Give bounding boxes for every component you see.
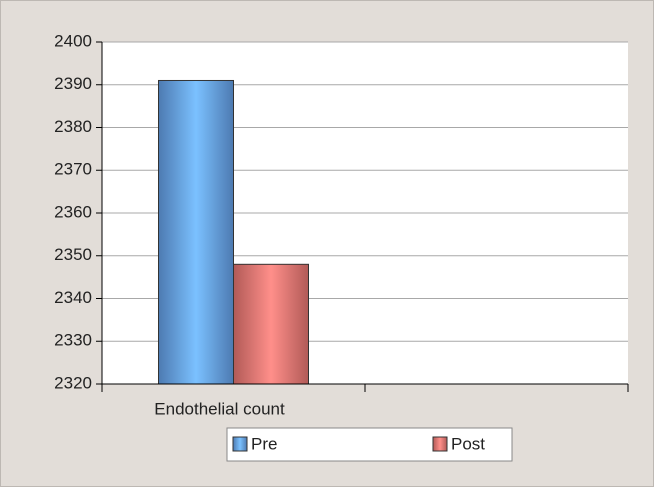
y-tick-label: 2390 <box>54 74 92 93</box>
y-tick-label: 2380 <box>54 117 92 136</box>
y-tick-label: 2350 <box>54 245 92 264</box>
y-tick-label: 2320 <box>54 373 92 392</box>
y-tick-label: 2370 <box>54 160 92 179</box>
legend-label: Pre <box>251 434 277 453</box>
legend-label: Post <box>451 434 485 453</box>
y-tick-label: 2340 <box>54 288 92 307</box>
y-tick-label: 2330 <box>54 331 92 350</box>
bar <box>233 263 309 385</box>
bar <box>158 79 234 385</box>
legend-box <box>226 427 513 462</box>
y-tick-label: 2400 <box>54 31 92 50</box>
legend-swatch <box>232 436 248 452</box>
legend: Pre Post <box>226 427 513 462</box>
y-tick-label: 2360 <box>54 202 92 221</box>
legend-swatch <box>432 436 448 452</box>
x-tick-label: Endothelial count <box>154 399 285 418</box>
